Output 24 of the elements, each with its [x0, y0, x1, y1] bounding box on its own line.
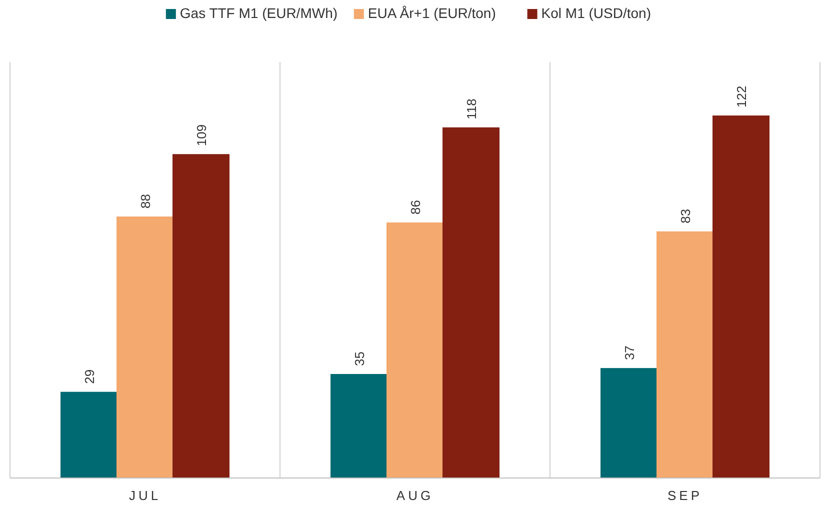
legend-label: Gas TTF M1 (EUR/MWh): [180, 5, 338, 21]
bar: [116, 216, 174, 478]
data-label: 83: [678, 208, 693, 224]
bar: [712, 115, 770, 478]
x-tick-label: SEP: [667, 488, 703, 503]
bar: [442, 127, 500, 478]
bar: [386, 222, 444, 478]
x-tick-label: JUL: [128, 488, 162, 503]
data-label: 35: [352, 352, 367, 366]
data-label: 109: [194, 124, 209, 146]
data-label: 122: [734, 86, 749, 108]
data-label: 86: [408, 200, 423, 214]
x-tick-label: AUG: [396, 488, 434, 503]
bar: [172, 154, 230, 478]
data-label: 37: [622, 346, 637, 360]
bar: [656, 231, 714, 478]
bar: [60, 392, 118, 478]
bar: [330, 374, 388, 478]
data-label: 29: [82, 369, 97, 384]
data-label: 118: [464, 98, 479, 120]
legend-label: Kol M1 (USD/ton): [541, 5, 652, 21]
bar: [600, 368, 658, 478]
legend-label: EUA År+1 (EUR/ton): [368, 5, 496, 21]
data-label: 88: [138, 194, 153, 209]
